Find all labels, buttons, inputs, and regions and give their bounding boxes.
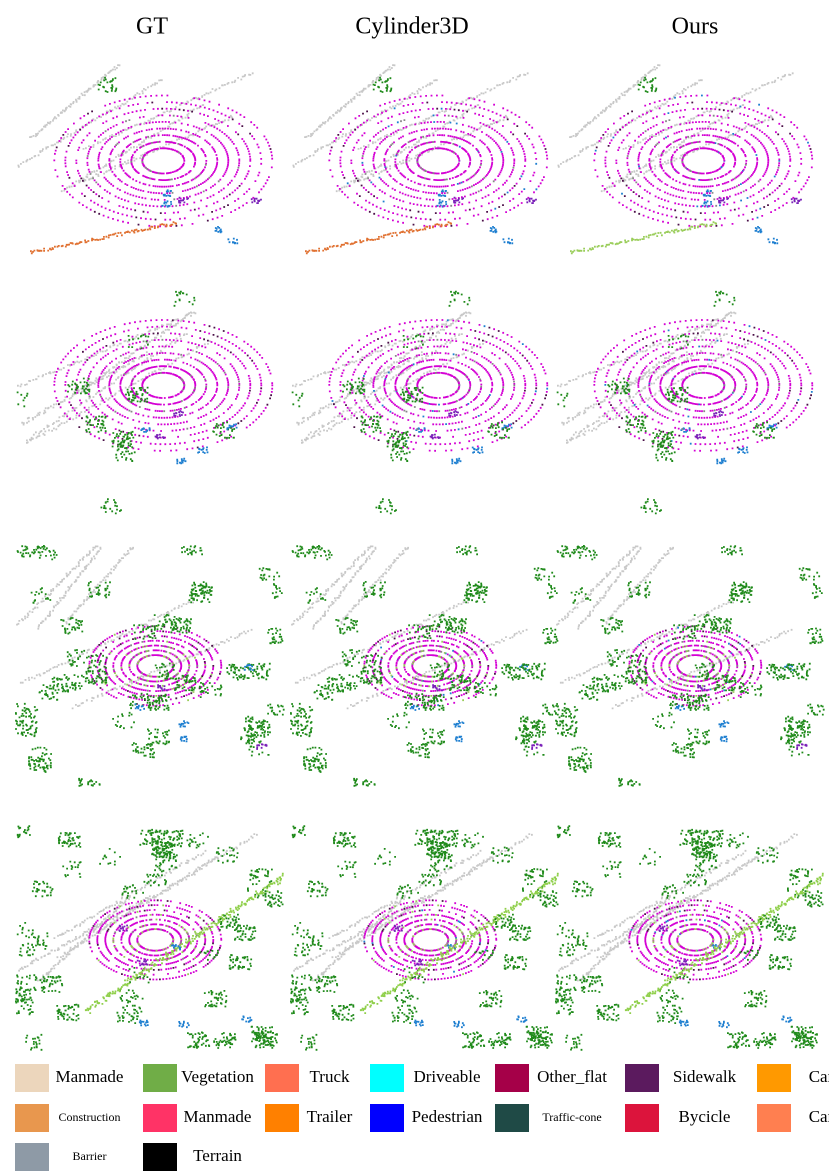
points [292,291,510,515]
points [595,95,809,245]
legend-swatch [495,1104,529,1132]
legend-swatch [143,1064,177,1092]
legend-label: Truck [310,1067,350,1086]
legend: Manmade Vegetation Truck Driveable Other_fla… [15,1064,829,1171]
legend-swatch [370,1064,404,1092]
point-cloud-panel [557,291,814,515]
point-cloud-panel [290,545,560,787]
legend-label: Manmade [184,1107,252,1126]
legend-swatch [495,1064,529,1092]
legend-label: Car [809,1107,829,1126]
points [628,899,762,980]
points [290,545,560,787]
points [293,64,529,192]
point-cloud-panel [17,291,273,515]
legend-label: Driveable [413,1067,480,1086]
figure: GT Cylinder3D Ours Manmade Vegetation Truc… [0,0,829,1172]
points [453,197,537,204]
legend-label: Vegetation [181,1067,254,1086]
legend-label: Construction [59,1110,121,1124]
legend-label: Barrier [73,1149,107,1163]
legend-swatch [15,1143,49,1171]
point-cloud-panel [555,825,824,1050]
points [178,197,262,204]
point-cloud-panel [15,825,284,1050]
legend-label: Pedestrian [412,1107,483,1126]
points [291,546,527,710]
point-cloud-panel [15,545,285,787]
points [88,899,222,980]
points [15,545,285,787]
points [161,189,238,244]
points [88,625,220,701]
legend-label: Sidewalk [673,1067,737,1086]
legend-label: Other_flat [537,1067,607,1086]
legend-swatch [757,1064,791,1092]
points [363,625,495,701]
panels [15,64,825,1051]
points [558,64,794,192]
legend-swatch [143,1104,177,1132]
points [555,545,825,787]
points [347,107,538,244]
points [53,95,273,228]
points [625,873,824,1014]
points [328,95,548,228]
legend-label: Car [809,1067,829,1086]
column-header: Cylinder3D [355,14,468,40]
legend-label: Traffic-cone [542,1110,601,1124]
legend-swatch [370,1104,404,1132]
point-cloud-panel [292,291,549,515]
legend-label: Bycicle [679,1107,731,1126]
points [628,625,760,701]
points [17,291,235,515]
legend-label: Terrain [193,1146,242,1165]
legend-swatch [265,1104,299,1132]
legend-label: Manmade [56,1067,124,1086]
column-header: GT [136,14,168,40]
legend-label: Trailer [307,1107,353,1126]
legend-swatch [757,1104,791,1132]
points [16,546,252,710]
legend-swatch [625,1104,659,1132]
points [557,291,775,515]
point-cloud-panel [18,64,274,254]
legend-swatch [143,1143,177,1171]
points [718,197,802,204]
points [364,899,498,980]
points [18,64,254,192]
point-cloud-panel [555,545,825,787]
points [556,546,792,710]
legend-swatch [265,1064,299,1092]
column-header: Ours [672,14,719,40]
legend-swatch [625,1064,659,1092]
point-cloud-panel [558,64,814,254]
point-cloud-panel [293,64,549,254]
point-cloud-panel [290,825,559,1050]
points [85,873,284,1014]
points [360,873,559,1014]
figure-canvas: GT Cylinder3D Ours Manmade Vegetation Truc… [0,0,829,1172]
legend-swatch [15,1104,49,1132]
legend-swatch [15,1064,49,1092]
